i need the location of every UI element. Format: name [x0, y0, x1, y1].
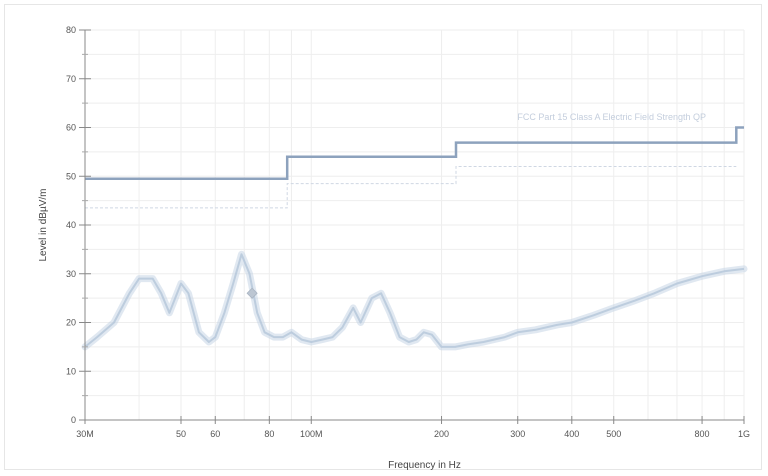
x-axis-title: Frequency in Hz [388, 460, 461, 471]
y-tick-label: 70 [66, 74, 76, 84]
axes [79, 29, 745, 424]
x-tick-label: 50 [176, 429, 186, 439]
x-tick-label: 800 [695, 429, 710, 439]
y-tick-label: 10 [66, 366, 76, 376]
x-tick-label: 60 [210, 429, 220, 439]
limit-line-faint [85, 166, 737, 209]
x-tick-label: 400 [564, 429, 579, 439]
x-tick-label: 200 [434, 429, 449, 439]
grid [84, 29, 745, 421]
limit-line-label: FCC Part 15 Class A Electric Field Stren… [517, 112, 706, 122]
limit-line [85, 126, 744, 180]
y-tick-label: 30 [66, 269, 76, 279]
y-tick-label: 50 [66, 171, 76, 181]
y-tick-label: 80 [66, 25, 76, 35]
peak-marker [246, 287, 258, 299]
measurement-trace [84, 253, 745, 348]
x-tick-label: 300 [510, 429, 525, 439]
y-axis-title: Level in dBµV/m [38, 188, 49, 261]
measurement-trace-band [81, 250, 748, 351]
y-tick-label: 60 [66, 123, 76, 133]
x-tick-label: 80 [264, 429, 274, 439]
series-group [81, 126, 748, 351]
x-tick-label: 500 [606, 429, 621, 439]
chart-frame [4, 4, 762, 470]
y-tick-label: 40 [66, 220, 76, 230]
x-tick-label: 100M [300, 429, 323, 439]
y-tick-label: 0 [71, 415, 76, 425]
y-tick-label: 20 [66, 318, 76, 328]
x-tick-label: 30M [76, 429, 94, 439]
labels: 0 10 20 30 40 50 60 70 80 30M 50 60 80 100M 200 300 400 5… [66, 25, 750, 439]
x-tick-label: 1G [738, 429, 750, 439]
